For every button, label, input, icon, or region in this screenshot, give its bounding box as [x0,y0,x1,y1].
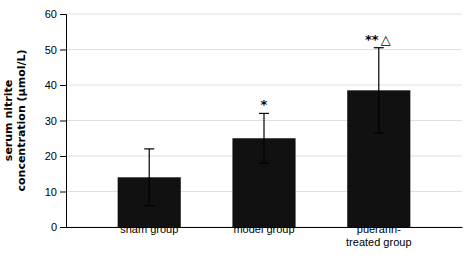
y-tick: 30 [45,115,66,127]
error-bar-cap [374,132,384,133]
error-bar-cap [374,47,384,48]
y-tick: 40 [45,79,66,91]
y-tick-label: 30 [45,115,57,127]
y-tick: 50 [45,44,66,56]
error-bar-stem [149,149,150,206]
y-tick-label: 60 [45,8,57,20]
y-axis-line [60,15,67,228]
y-tick: 10 [45,186,66,198]
y-axis-title-line: serum nitrite [2,80,15,161]
y-tick-label: 20 [45,150,57,162]
annotation: △ [381,32,391,47]
y-axis-title-line: concentration (μmol/L) [15,49,28,191]
y-tick-mark [60,14,66,15]
y-tick: 60 [45,8,66,20]
grid-line [66,49,462,50]
y-tick: 20 [45,150,66,162]
y-tick-mark [60,227,66,228]
grid [66,14,462,227]
annotation: ** [365,32,379,47]
error-bar [144,149,154,206]
chart: 0102030405060sham groupmodel grouppuerar… [0,0,474,263]
error-bar-cap [259,163,269,164]
annotations: ***△ [261,32,391,113]
y-axis: 0 10 20 30 40 50 60 [45,8,67,233]
y-tick: 0 [51,221,66,233]
y-tick-mark [60,85,66,86]
y-tick-label: 50 [45,44,57,56]
plot: 0102030405060sham groupmodel grouppuerar… [2,8,463,248]
error-bar-stem [263,113,264,163]
error-bar [374,48,384,133]
annotation: * [261,97,268,112]
y-tick-mark [60,192,66,193]
y-tick-label: 40 [45,79,57,91]
y-tick-mark [60,121,66,122]
x-tick-label-line: treated group [346,236,411,248]
error-bar-cap [144,205,154,206]
error-bar-cap [259,113,269,114]
y-axis-title: serum nitriteconcentration (μmol/L) [2,49,28,191]
y-tick-label: 0 [51,221,57,233]
grid-line [66,85,462,86]
error-bar-cap [144,148,154,149]
error-bar-stem [378,48,379,133]
y-tick-label: 10 [45,186,57,198]
y-tick-mark [60,156,66,157]
error-bar [259,113,269,163]
marks [118,48,411,227]
grid-line [66,14,462,15]
y-tick-mark [60,50,66,51]
